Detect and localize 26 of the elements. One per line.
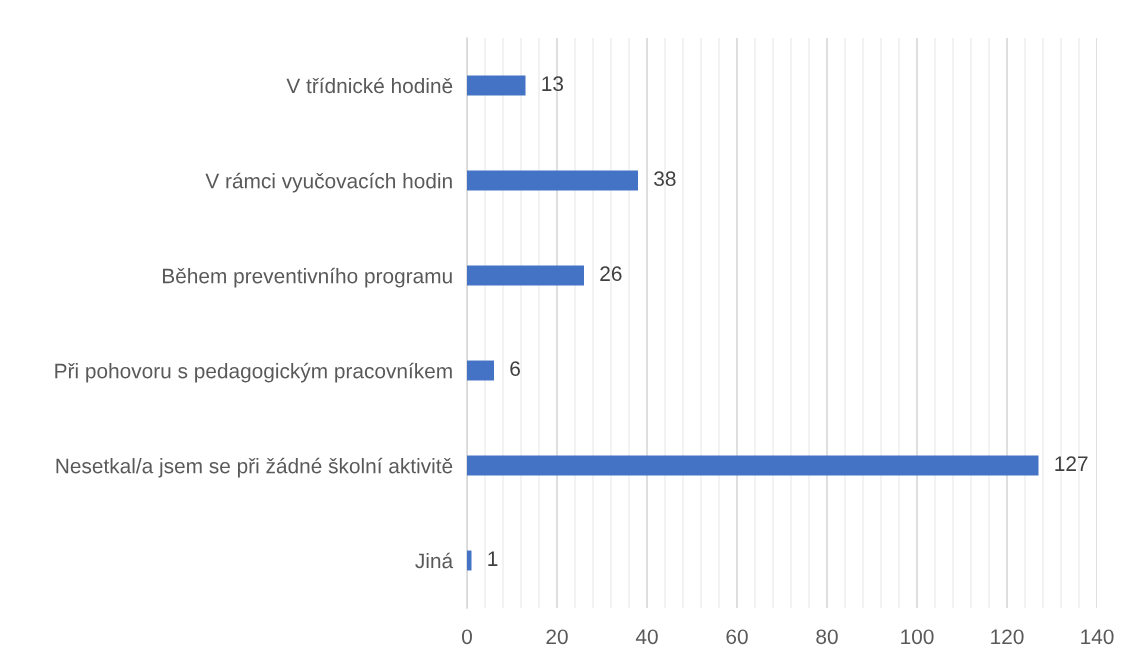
y-tick-label: V rámci vyučovacích hodin: [205, 172, 452, 193]
y-tick-label: Při pohovoru s pedagogickým pracovníkem: [55, 362, 452, 383]
data-label: 26: [600, 266, 622, 282]
x-tick-label: 0: [462, 629, 472, 645]
data-label: 13: [542, 76, 564, 92]
y-tick-label: Během preventivního programu: [163, 267, 452, 288]
data-label: 38: [654, 171, 676, 187]
x-tick-label: 120: [991, 629, 1024, 645]
y-tick-label: Nesetkal/a jsem se při žádné školní aktivitě: [56, 457, 453, 478]
x-tick-label: 100: [901, 629, 934, 645]
bar: [467, 550, 472, 571]
x-tick-label: 80: [816, 629, 838, 645]
data-label: 1: [488, 551, 498, 566]
x-tick-label: 60: [726, 629, 748, 645]
bar: [467, 75, 526, 96]
bar: [467, 170, 638, 191]
x-tick-label: 140: [1081, 629, 1114, 645]
bar: [467, 265, 584, 286]
y-tick-label: Jiná: [415, 552, 454, 569]
x-tick-label: 40: [635, 629, 658, 645]
data-label: 127: [1055, 456, 1088, 471]
bar: [467, 455, 1039, 476]
bar: [467, 360, 494, 381]
data-label: 6: [510, 361, 520, 377]
y-tick-label: V třídnické hodině: [286, 77, 453, 94]
x-tick-label: 20: [546, 629, 568, 645]
